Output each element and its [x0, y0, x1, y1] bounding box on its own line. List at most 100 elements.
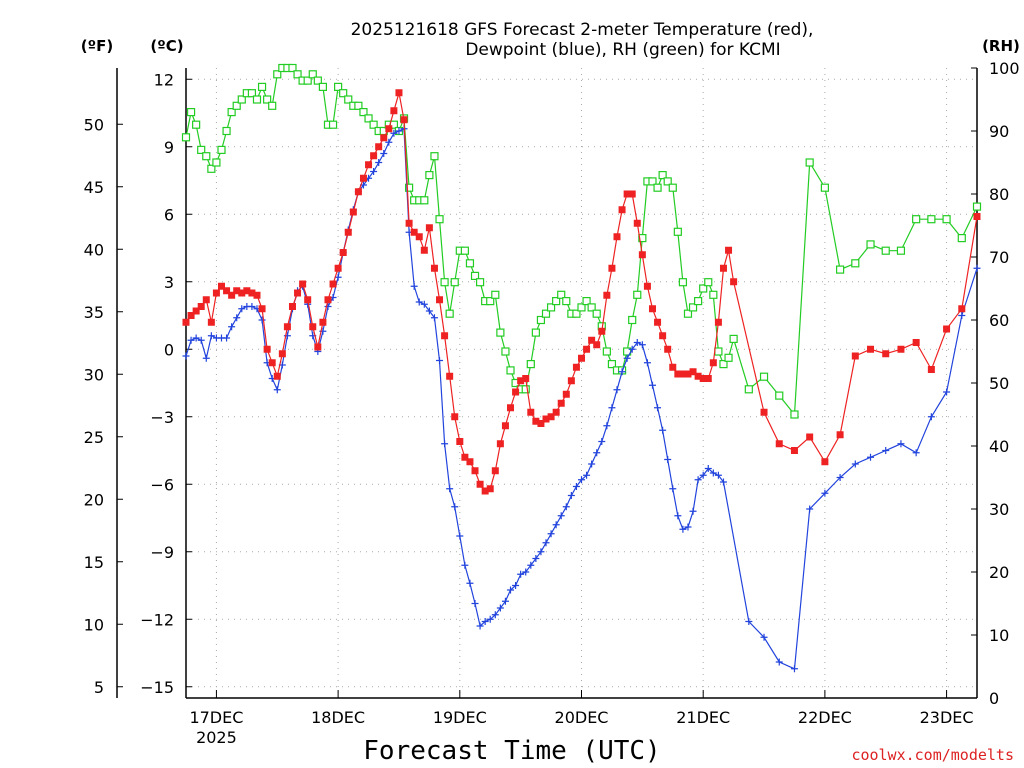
- data-point: [719, 478, 727, 486]
- celsius-tick-label: 12: [154, 70, 174, 89]
- data-point: [390, 129, 398, 137]
- data-point: [212, 158, 221, 167]
- data-point: [182, 352, 190, 360]
- celsius-tick-label: 0: [164, 340, 174, 359]
- data-point: [252, 95, 262, 104]
- data-point: [638, 234, 647, 243]
- data-point: [441, 332, 449, 340]
- celsius-tick-label: −9: [150, 543, 174, 562]
- data-point: [506, 366, 515, 375]
- data-point: [552, 408, 560, 416]
- data-point: [679, 370, 687, 378]
- data-point: [577, 303, 586, 312]
- data-point: [547, 413, 555, 421]
- data-point: [512, 388, 520, 396]
- rh-tick-label: 100: [989, 59, 1020, 78]
- data-point: [958, 312, 966, 319]
- fahrenheit-tick-label: 30: [84, 365, 104, 384]
- fahrenheit-tick-label: 25: [84, 428, 104, 447]
- data-point: [709, 290, 718, 299]
- data-point: [851, 259, 860, 268]
- data-point: [436, 296, 444, 304]
- data-point: [973, 213, 981, 220]
- data-point: [405, 183, 414, 192]
- data-point: [446, 485, 454, 493]
- data-point: [679, 525, 687, 533]
- data-point: [354, 188, 362, 196]
- x-tick-label: 17DEC: [189, 708, 243, 727]
- fahrenheit-tick-label: 50: [84, 115, 104, 134]
- data-point: [522, 568, 530, 576]
- data-point: [714, 471, 722, 479]
- data-point: [207, 164, 216, 173]
- data-point: [567, 492, 575, 499]
- data-point: [212, 289, 220, 297]
- data-point: [587, 303, 596, 312]
- data-point: [562, 297, 571, 306]
- data-point: [313, 76, 322, 85]
- x-tick-label: 20DEC: [555, 708, 609, 727]
- data-point: [243, 287, 251, 295]
- data-point: [669, 363, 677, 371]
- data-point: [359, 174, 367, 182]
- rh-tick-label: 50: [989, 374, 1009, 393]
- celsius-tick-label: 6: [164, 205, 174, 224]
- data-point: [547, 530, 555, 538]
- data-point: [314, 343, 322, 351]
- data-point: [633, 219, 641, 227]
- fahrenheit-tick-label: 45: [84, 178, 104, 197]
- fahrenheit-tick-label: 35: [84, 303, 104, 322]
- fahrenheit-unit-label: (ºF): [81, 37, 113, 55]
- data-point: [532, 555, 540, 562]
- data-point: [806, 505, 814, 513]
- data-point: [349, 208, 357, 216]
- data-point: [456, 438, 464, 445]
- data-point: [308, 70, 317, 79]
- data-point: [958, 305, 966, 313]
- data-point: [441, 440, 449, 448]
- data-point: [694, 476, 702, 484]
- data-point: [593, 341, 601, 349]
- data-point: [972, 202, 982, 211]
- data-point: [471, 467, 479, 475]
- data-point: [957, 234, 966, 243]
- data-point: [608, 404, 616, 412]
- data-point: [598, 438, 606, 445]
- data-point: [415, 298, 423, 306]
- data-point: [405, 219, 413, 227]
- data-point: [866, 240, 875, 249]
- data-point: [669, 485, 677, 493]
- data-point: [583, 345, 591, 353]
- data-point: [806, 433, 814, 441]
- data-point: [552, 297, 561, 306]
- data-point: [507, 586, 515, 594]
- data-point: [339, 249, 347, 256]
- data-point: [186, 107, 196, 117]
- data-point: [628, 345, 636, 353]
- celsius-tick-label: −12: [140, 610, 174, 629]
- data-point: [623, 190, 631, 198]
- data-point: [400, 116, 408, 124]
- data-point: [618, 368, 626, 376]
- data-point: [445, 309, 454, 318]
- data-point: [369, 120, 378, 129]
- data-point: [253, 291, 261, 299]
- data-point: [461, 561, 469, 569]
- celsius-tick-label: −15: [140, 678, 174, 697]
- data-point: [704, 465, 712, 472]
- data-point: [237, 95, 246, 104]
- data-point: [896, 246, 906, 255]
- data-point: [283, 323, 291, 331]
- x-tick-label: 22DEC: [798, 708, 852, 727]
- data-point: [476, 622, 484, 630]
- data-point: [217, 145, 226, 154]
- data-point: [628, 190, 636, 198]
- data-point: [248, 289, 256, 297]
- data-point: [897, 440, 905, 448]
- data-point: [238, 289, 246, 297]
- data-point: [912, 449, 920, 457]
- data-point: [790, 665, 798, 673]
- data-point: [299, 280, 307, 288]
- data-point: [572, 363, 580, 371]
- data-point: [410, 228, 418, 236]
